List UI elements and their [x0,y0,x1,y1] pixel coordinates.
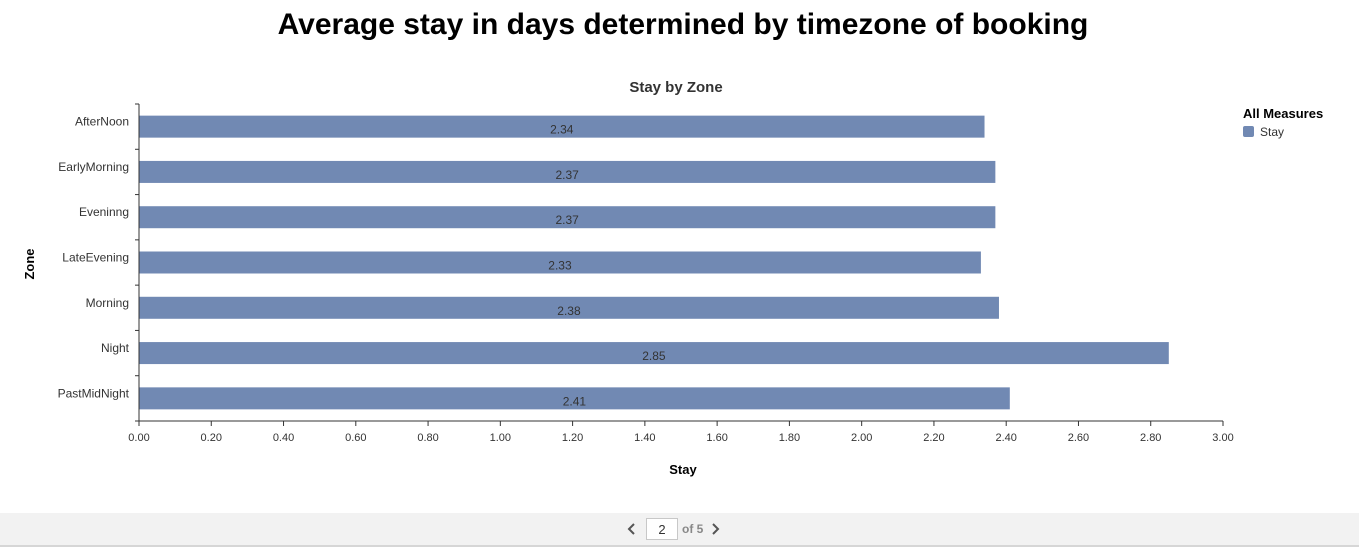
x-tick-label: 3.00 [1212,432,1233,444]
legend-label-stay[interactable]: Stay [1260,125,1284,139]
x-tick-label: 1.20 [562,432,583,444]
bar-value-label: 2.85 [642,349,666,363]
x-tick-label: 1.80 [779,432,800,444]
x-tick-label: 2.40 [995,432,1016,444]
bar-earlymorning[interactable] [139,160,996,183]
bar-morning[interactable] [139,296,999,319]
y-tick-label: EarlyMorning [58,160,129,174]
x-tick-label: 1.40 [634,432,655,444]
x-tick-label: 0.80 [417,432,438,444]
x-tick-label: 0.20 [201,432,222,444]
y-tick-label: Morning [86,296,129,310]
y-tick-label: LateEvening [62,251,129,265]
x-tick-label: 2.20 [923,432,944,444]
y-axis-title: Zone [22,248,37,279]
axes-layer: AfterNoon EarlyMorning Eveninng LateEvening… [58,103,1234,444]
y-tick-label: PastMidNight [58,386,130,400]
chevron-right-icon[interactable] [707,517,723,541]
y-tick-label: Night [101,341,130,355]
x-tick-label: 2.80 [1140,432,1161,444]
legend-title: All Measures [1243,106,1323,121]
bar-pastmidnight[interactable] [139,387,1010,410]
bar-value-label: 2.41 [563,394,587,408]
bar-night[interactable] [139,342,1169,365]
x-tick-label: 2.00 [851,432,872,444]
bars-layer: 2.34 2.37 2.37 2.33 2.38 2.85 2.41 [139,115,1169,410]
x-tick-label: 1.00 [490,432,511,444]
legend: All Measures Stay [1243,106,1323,139]
chart-title: Stay by Zone [629,79,722,96]
y-tick-label: AfterNoon [75,115,129,129]
page-number-input[interactable] [646,518,678,540]
x-axis-title: Stay [669,462,697,477]
page-title: Average stay in days determined by timez… [277,8,1089,41]
pagination-controls: of 5 [624,517,723,541]
x-tick-label: 0.60 [345,432,366,444]
stay-by-zone-chart: Stay by Zone Zone Stay 2.342.372.372.332… [22,79,1323,477]
page-count-label: of 5 [682,522,704,536]
bar-value-label: 2.33 [548,259,572,273]
bar-value-label: 2.34 [550,123,574,137]
bar-eveninng[interactable] [139,206,996,229]
x-tick-label: 2.60 [1068,432,1089,444]
bar-value-label: 2.37 [556,168,580,182]
chevron-left-icon[interactable] [624,517,640,541]
pagination-bar: of 5 [0,513,1359,547]
x-tick-label: 1.60 [706,432,727,444]
legend-swatch-stay[interactable] [1243,126,1254,137]
x-tick-label: 0.00 [128,432,149,444]
bar-lateevening[interactable] [139,251,981,274]
y-tick-label: Eveninng [79,205,129,219]
bar-value-label: 2.37 [556,213,580,227]
bar-value-label: 2.38 [557,304,581,318]
bar-afternoon[interactable] [139,115,985,138]
x-tick-label: 0.40 [273,432,294,444]
